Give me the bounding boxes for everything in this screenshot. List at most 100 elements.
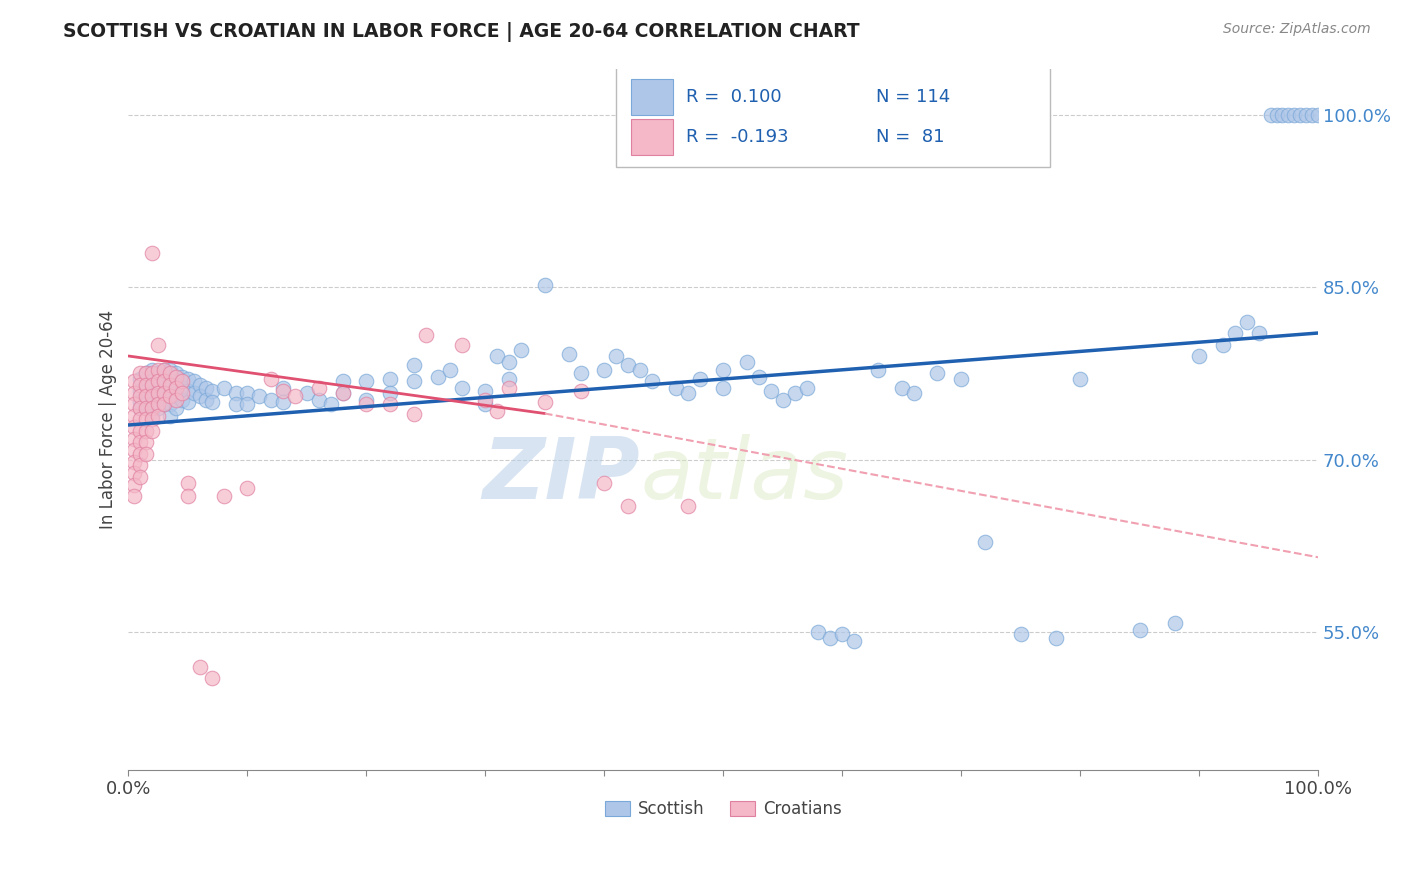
Point — [135, 435, 157, 450]
Point — [450, 381, 472, 395]
Point — [129, 424, 152, 438]
Point — [148, 401, 170, 415]
Point — [1129, 623, 1152, 637]
Point — [177, 475, 200, 490]
Point — [641, 374, 664, 388]
Point — [1069, 372, 1091, 386]
Point — [141, 397, 163, 411]
Point — [148, 385, 170, 400]
Point — [402, 407, 425, 421]
Point — [141, 412, 163, 426]
Point — [295, 385, 318, 400]
Point — [141, 366, 163, 380]
Point — [1284, 107, 1306, 121]
Point — [170, 374, 193, 388]
Point — [129, 372, 152, 386]
Point — [194, 381, 217, 395]
Point — [676, 385, 699, 400]
Point — [165, 369, 187, 384]
Point — [129, 366, 152, 380]
Point — [177, 372, 200, 386]
Point — [439, 363, 461, 377]
Text: N =  81: N = 81 — [876, 128, 943, 145]
Point — [356, 392, 378, 407]
Point — [129, 384, 152, 398]
Point — [141, 374, 163, 388]
Point — [153, 374, 176, 388]
Point — [748, 369, 770, 384]
Point — [124, 397, 146, 411]
Point — [135, 412, 157, 426]
Point — [135, 401, 157, 415]
Point — [153, 397, 176, 411]
Point — [129, 401, 152, 415]
Point — [486, 404, 509, 418]
Text: SCOTTISH VS CROATIAN IN LABOR FORCE | AGE 20-64 CORRELATION CHART: SCOTTISH VS CROATIAN IN LABOR FORCE | AG… — [63, 22, 860, 42]
Point — [129, 401, 152, 415]
Point — [807, 625, 830, 640]
Point — [486, 349, 509, 363]
Point — [665, 381, 688, 395]
Point — [165, 377, 187, 392]
Point — [1260, 107, 1282, 121]
Point — [332, 374, 354, 388]
Point — [135, 366, 157, 380]
Point — [236, 385, 259, 400]
Point — [141, 385, 163, 400]
Point — [557, 347, 579, 361]
Text: R =  0.100: R = 0.100 — [686, 88, 782, 106]
Point — [903, 385, 925, 400]
Text: ZIP: ZIP — [482, 434, 640, 516]
Point — [165, 401, 187, 415]
Point — [141, 401, 163, 415]
Point — [159, 366, 181, 380]
Point — [402, 374, 425, 388]
Point — [380, 385, 402, 400]
Y-axis label: In Labor Force | Age 20-64: In Labor Force | Age 20-64 — [100, 310, 117, 529]
Point — [844, 634, 866, 648]
Point — [510, 343, 533, 358]
Point — [212, 381, 235, 395]
Point — [188, 659, 211, 673]
Point — [617, 499, 640, 513]
Point — [148, 366, 170, 380]
Point — [866, 363, 889, 377]
Point — [148, 377, 170, 392]
Point — [474, 384, 496, 398]
FancyBboxPatch shape — [616, 65, 1050, 167]
Point — [148, 363, 170, 377]
Point — [831, 627, 853, 641]
Point — [1247, 326, 1270, 340]
Point — [1308, 107, 1330, 121]
Point — [129, 389, 152, 403]
Point — [225, 397, 247, 411]
Point — [402, 358, 425, 372]
Point — [141, 409, 163, 423]
Point — [1295, 107, 1317, 121]
Point — [772, 392, 794, 407]
Point — [212, 489, 235, 503]
Point — [135, 389, 157, 403]
Point — [129, 469, 152, 483]
Point — [927, 366, 949, 380]
Point — [593, 363, 616, 377]
Point — [225, 385, 247, 400]
Point — [236, 481, 259, 495]
Point — [1265, 107, 1288, 121]
Point — [129, 458, 152, 473]
Point — [135, 389, 157, 403]
Point — [153, 385, 176, 400]
Point — [159, 409, 181, 423]
Text: Source: ZipAtlas.com: Source: ZipAtlas.com — [1223, 22, 1371, 37]
Point — [153, 363, 176, 377]
Point — [165, 381, 187, 395]
Point — [426, 369, 449, 384]
Point — [148, 337, 170, 351]
Point — [201, 671, 224, 685]
Point — [141, 377, 163, 392]
Point — [165, 392, 187, 407]
Point — [129, 447, 152, 461]
Point — [141, 363, 163, 377]
Point — [711, 381, 734, 395]
Point — [170, 381, 193, 395]
